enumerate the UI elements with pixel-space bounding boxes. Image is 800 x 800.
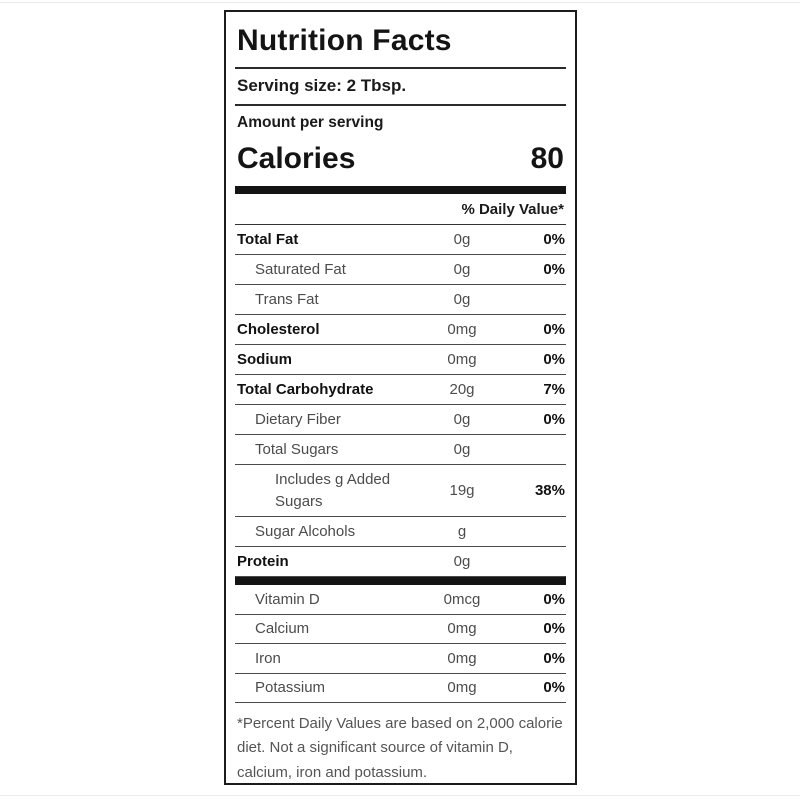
nutrient-amount: 0g	[453, 231, 471, 248]
footnote-text: *Percent Daily Values are based on 2,000…	[237, 715, 563, 781]
nutrient-amount: 0mg	[447, 649, 477, 667]
amount-per-serving-text: Amount per serving	[237, 114, 384, 131]
nutrient-name: Vitamin D	[255, 590, 320, 608]
nutrient-name: Cholesterol	[237, 321, 320, 338]
nutrient-daily-value: 0%	[543, 590, 565, 608]
nutrient-row: Saturated Fat 0g 0%	[235, 255, 566, 285]
nutrient-amount: 0g	[453, 441, 471, 458]
nutrient-name: Potassium	[255, 679, 326, 697]
nutrient-name: Total Fat	[237, 231, 299, 248]
thick-separator-bar	[235, 186, 566, 194]
nutrient-daily-value: 7%	[543, 381, 565, 398]
nutrient-amount: 0mg	[447, 321, 477, 338]
nutrient-amount: 0g	[453, 411, 471, 428]
nutrient-row: Total Sugars 0g	[235, 435, 566, 465]
nutrient-amount: 20g	[449, 381, 475, 398]
nutrient-amount: 0g	[453, 261, 471, 278]
nutrient-name: Sugar Alcohols	[255, 523, 356, 540]
calories-row: Calories 80	[235, 136, 566, 186]
nutrition-facts-label: Nutrition Facts Serving size: 2 Tbsp. Am…	[224, 10, 577, 785]
nutrient-name: Saturated Fat	[255, 261, 346, 278]
nutrient-row: Includes g Added Sugars 19g 38%	[235, 465, 566, 517]
nutrient-row: Protein 0g	[235, 547, 566, 577]
nutrient-amount: 0mcg	[443, 590, 481, 608]
nutrient-name: Trans Fat	[255, 291, 319, 308]
nutrient-amount: 19g	[449, 482, 475, 499]
nutrient-name: Iron	[255, 649, 281, 667]
vitamin-rows: Vitamin D 0mcg 0% Calcium 0mg 0% Iron 0mg 0% Pota…	[235, 585, 566, 703]
nutrient-daily-value: 0%	[543, 321, 565, 338]
nutrient-rows: Total Fat 0g 0% Saturated Fat 0g 0% Trans Fat 0…	[235, 225, 566, 577]
daily-value-header: % Daily Value*	[235, 194, 566, 225]
nutrient-amount: 0mg	[447, 679, 477, 697]
nutrient-row: Total Carbohydrate 20g 7%	[235, 375, 566, 405]
nutrient-row: Trans Fat 0g	[235, 285, 566, 315]
nutrient-daily-value: 0%	[543, 261, 565, 278]
nutrient-row: Vitamin D 0mcg 0%	[235, 585, 566, 615]
nutrient-amount: g	[457, 523, 467, 540]
nutrient-daily-value: 0%	[543, 620, 565, 638]
serving-size-text: Serving size: 2 Tbsp.	[235, 69, 566, 106]
calories-value: 80	[530, 142, 564, 175]
nutrient-daily-value: 38%	[534, 482, 565, 499]
nutrient-row: Total Fat 0g 0%	[235, 225, 566, 255]
nutrient-amount: 0mg	[447, 620, 477, 638]
nutrient-name: Protein	[237, 553, 289, 570]
nutrient-name: Total Sugars	[255, 441, 339, 458]
nutrient-row: Iron 0mg 0%	[235, 644, 566, 674]
nutrient-name: Includes g Added Sugars	[275, 470, 391, 510]
nutrient-daily-value: 0%	[543, 351, 565, 368]
nutrient-row: Sodium 0mg 0%	[235, 345, 566, 375]
nutrient-daily-value: 0%	[543, 231, 565, 248]
nutrient-amount: 0g	[453, 553, 471, 570]
nutrient-amount: 0g	[453, 291, 471, 308]
nutrient-daily-value: 0%	[543, 679, 565, 697]
nutrient-row: Calcium 0mg 0%	[235, 615, 566, 644]
divider-under-title	[235, 67, 566, 69]
nutrient-name: Dietary Fiber	[255, 411, 341, 428]
nutrient-row: Sugar Alcohols g	[235, 517, 566, 547]
nutrient-name: Total Carbohydrate	[237, 381, 374, 398]
nutrient-daily-value: 0%	[543, 649, 565, 667]
nutrient-row: Cholesterol 0mg 0%	[235, 315, 566, 345]
nutrient-name: Calcium	[255, 620, 310, 638]
nutrient-row: Potassium 0mg 0%	[235, 674, 566, 703]
nutrient-amount: 0mg	[447, 351, 477, 368]
nutrient-name: Sodium	[237, 351, 292, 368]
nutrient-daily-value: 0%	[543, 411, 565, 428]
label-title: Nutrition Facts	[237, 24, 452, 57]
page-divider-top	[0, 2, 800, 3]
page-divider-bottom	[0, 795, 800, 796]
nutrient-row: Dietary Fiber 0g 0%	[235, 405, 566, 435]
calories-label: Calories	[237, 142, 356, 175]
thick-separator-bar	[235, 577, 566, 585]
